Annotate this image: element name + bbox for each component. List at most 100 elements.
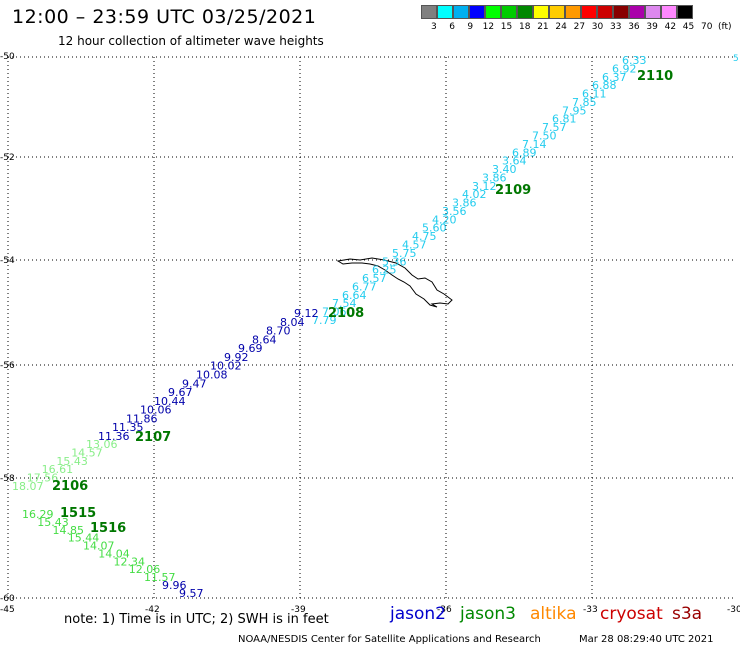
lat-label: -52 (0, 153, 15, 163)
satellite-name-altika: altika (530, 604, 577, 624)
lat-label: -54 (0, 256, 15, 266)
legend-swatch (629, 5, 645, 19)
legend-label: 27 (573, 22, 586, 32)
lat-label: -50 (0, 52, 15, 62)
blue-obs-label: 10.44 (154, 395, 186, 408)
legend-swatch (437, 5, 453, 19)
cyan-obs-label: 5.60 (422, 222, 447, 235)
legend-swatch (645, 5, 661, 19)
satellite-name-cryosat: cryosat (600, 604, 663, 624)
lat-label: -56 (0, 361, 15, 371)
legend-swatch (517, 5, 533, 19)
track-id-label: 1515 (60, 506, 96, 521)
satellite-name-jason2: jason2 (390, 604, 446, 624)
green-obs-label: 18.07 (12, 480, 44, 493)
cyan-obs-label: 6.64 (342, 289, 367, 302)
blue-tail-obs-label: 9.57 (179, 587, 204, 600)
legend-label: 21 (537, 22, 549, 32)
generated-timestamp: Mar 28 08:29:40 UTC 2021 (579, 634, 714, 645)
track1515-obs-label: 15.44 (68, 532, 100, 545)
cyan-obs-label: 6.57 (362, 272, 387, 285)
blue-obs-label: 9.12 (294, 307, 319, 320)
track1515-obs-label: 14.85 (53, 524, 85, 537)
blue-tail-obs-label: 9.96 (162, 579, 187, 592)
lon-label: -36 (437, 605, 452, 615)
edge-label: 5 (733, 54, 739, 64)
cyan-obs-label: 6.77 (352, 281, 377, 294)
legend-label: 12 (482, 22, 495, 32)
map-title: 12:00 – 23:59 UTC 03/25/2021 (12, 6, 317, 28)
track-id-label: 2108 (328, 306, 364, 321)
cyan-obs-label: 6.88 (592, 79, 617, 92)
legend-label: 6 (449, 22, 455, 32)
cyan-obs-label: 3.86 (452, 197, 477, 210)
cyan-obs-label: 3.86 (482, 171, 507, 184)
green-obs-label: 15.43 (56, 455, 88, 468)
legend-swatch (453, 5, 469, 19)
lon-label: -33 (583, 605, 598, 615)
blue-obs-label: 8.04 (280, 316, 305, 329)
credit-text: NOAA/NESDIS Center for Satellite Applica… (238, 634, 541, 645)
legend-swatch (533, 5, 549, 19)
cyan-obs-label: 4.02 (462, 188, 487, 201)
satellite-name-s3a: s3a (672, 604, 703, 624)
south-georgia-island (336, 257, 453, 308)
cyan-obs-label: 3.40 (492, 163, 517, 176)
blue-obs-label: 9.69 (238, 342, 263, 355)
track-id-label: 2107 (135, 430, 171, 445)
legend-label: 3 (431, 22, 437, 32)
blue-obs-label: 9.47 (182, 377, 207, 390)
cyan-obs-label: 7.79 (312, 314, 337, 327)
lon-label: -30 (727, 605, 740, 615)
green-obs-label: 16.61 (42, 463, 74, 476)
legend-swatch (677, 5, 693, 19)
footer-note: note: 1) Time is in UTC; 2) SWH is in fe… (64, 612, 329, 627)
track-id-label: 2106 (52, 479, 88, 494)
cyan-obs-label: 7.54 (332, 297, 357, 310)
legend-unit: (ft) (718, 22, 732, 32)
legend-swatch (597, 5, 613, 19)
blue-obs-label: 9.92 (224, 351, 249, 364)
cyan-obs-label: 3.56 (442, 205, 467, 218)
cyan-obs-label: 7.50 (532, 130, 557, 143)
blue-obs-label: 11.36 (98, 430, 130, 443)
legend-swatch (661, 5, 677, 19)
blue-obs-label: 11.35 (112, 421, 144, 434)
axis-labels: -50 -52 -54 -56 -58 -60-45 -42 -39 -36 -33 -30 5 (0, 52, 740, 615)
green-obs-label: 17.56 (27, 472, 59, 485)
legend-swatch-row (421, 5, 693, 19)
cyan-obs-label: 3.64 (502, 155, 527, 168)
lat-label: -60 (0, 594, 15, 604)
green-obs-label: 13.06 (86, 438, 118, 451)
cyan-obs-label: 5.36 (382, 255, 407, 268)
track1515-obs-label: 14.07 (83, 540, 115, 553)
cyan-obs-label: 4.57 (402, 239, 427, 252)
legend-swatch (421, 5, 437, 19)
legend-label: 36 (628, 22, 640, 32)
legend-swatch (565, 5, 581, 19)
cyan-obs-label: 5.75 (392, 247, 417, 260)
cyan-obs-label: 6.89 (512, 146, 537, 159)
legend-swatch (581, 5, 597, 19)
cyan-obs-label: 4.75 (412, 230, 437, 243)
legend-swatch (549, 5, 565, 19)
map-subtitle: 12 hour collection of altimeter wave hei… (58, 34, 324, 48)
legend-label: 39 (646, 22, 658, 32)
track1515-obs-label: 12.06 (129, 563, 161, 576)
lon-label: -45 (0, 605, 15, 615)
legend-swatch (469, 5, 485, 19)
track-id-label: 2110 (637, 69, 673, 84)
graticule (8, 57, 736, 598)
legend-swatch (485, 5, 501, 19)
blue-obs-label: 8.70 (266, 325, 291, 338)
track1515-obs-label: 16.29 (22, 508, 54, 521)
legend-label: 70 (701, 22, 713, 32)
legend-label: 18 (519, 22, 531, 32)
blue-obs-label: 9.67 (168, 386, 193, 399)
track1515-obs-label: 15.43 (37, 516, 69, 529)
track1515-obs-label: 12.34 (114, 555, 146, 568)
legend-label: 33 (610, 22, 622, 32)
cyan-obs-label: 6.33 (622, 54, 647, 67)
